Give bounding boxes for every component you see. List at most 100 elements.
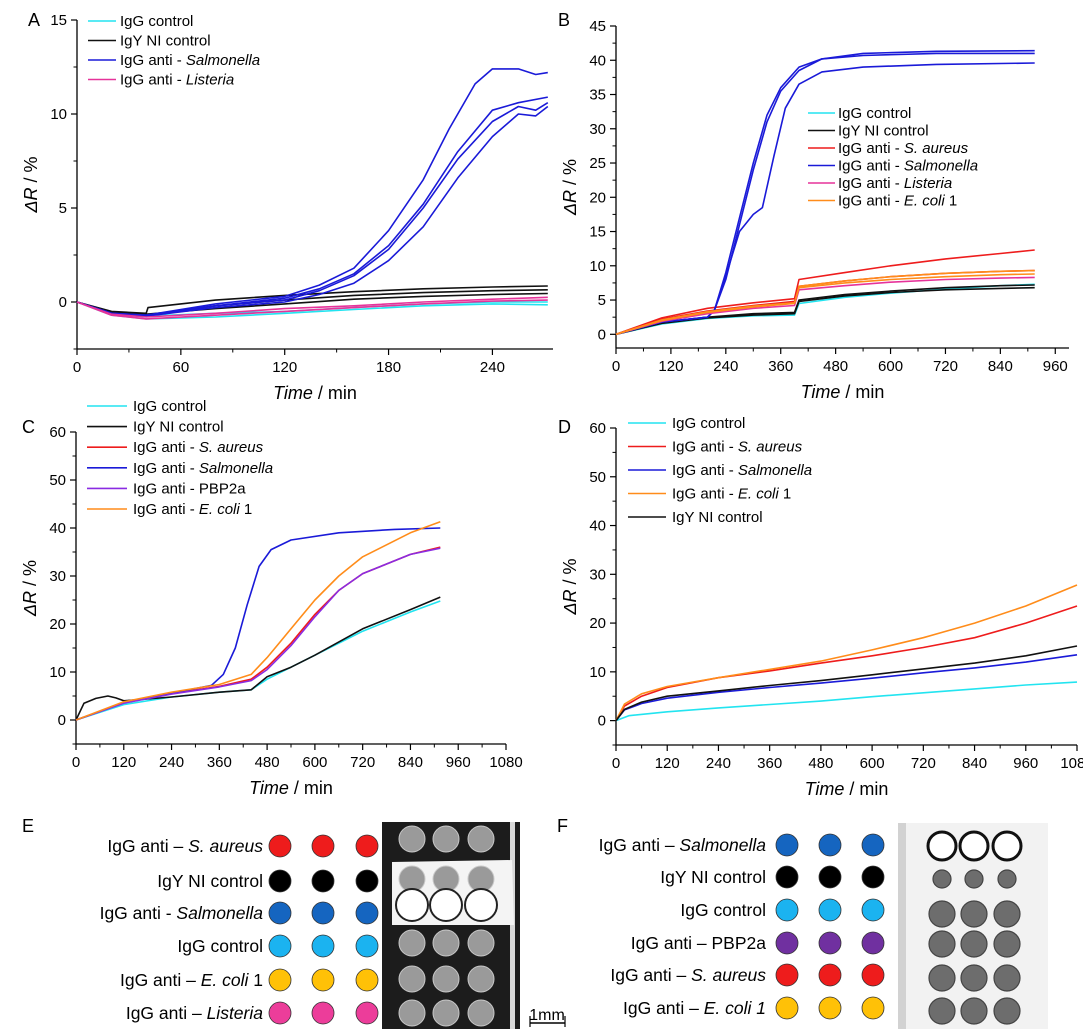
sample-dot bbox=[355, 834, 379, 858]
row-label-part-0: IgG anti – bbox=[610, 965, 691, 985]
legend-label: IgG anti - PBP2a bbox=[133, 480, 246, 497]
legend-label-part-0: IgG anti - bbox=[120, 52, 186, 69]
series-line bbox=[615, 273, 1035, 336]
panel-letter: F bbox=[557, 816, 568, 836]
legend-label-part-1: S. aureus bbox=[904, 140, 969, 157]
legend-label-part-1: E. coli bbox=[904, 193, 946, 210]
sample-dot bbox=[355, 934, 379, 958]
panel-letter: C bbox=[22, 417, 35, 437]
x-tick-label: 480 bbox=[808, 755, 833, 772]
chip-photo bbox=[382, 822, 520, 1029]
y-tick-label: 25 bbox=[589, 155, 606, 172]
row-label: IgG anti – S. aureus bbox=[610, 965, 766, 985]
panel-a: A 0 60 120 180 240 0 5 10 15 Time / min ΔR / % IgG c… bbox=[21, 10, 553, 403]
x-axis-label-part-0: Time bbox=[249, 778, 289, 798]
y-tick-label: 45 bbox=[589, 18, 606, 35]
x-axis-label: Time / min bbox=[805, 779, 889, 799]
legend-label: IgG anti - Salmonella bbox=[120, 52, 260, 69]
y-tick-label: 20 bbox=[589, 189, 606, 206]
chip-spot bbox=[993, 997, 1021, 1025]
legend-label-part-0: IgY NI control bbox=[133, 419, 224, 436]
sample-dot bbox=[861, 865, 885, 889]
sample-dot bbox=[818, 931, 842, 955]
y-tick-label: 60 bbox=[49, 424, 66, 441]
y-tick-label: 15 bbox=[50, 12, 67, 29]
y-tick-label: 5 bbox=[59, 200, 67, 217]
y-tick-label: 15 bbox=[589, 224, 606, 241]
series-line bbox=[615, 286, 1035, 336]
chip-spot bbox=[464, 888, 498, 922]
panel-d: D 0 120 240 360 480 600 720 840 960 1080 0 10 20 30 40 5… bbox=[558, 415, 1083, 799]
legend-label-part-2: 1 bbox=[240, 501, 253, 518]
legend-label: IgG anti - Salmonella bbox=[133, 460, 273, 477]
y-axis-label-part-0: ΔR bbox=[560, 589, 580, 615]
legend-label: IgY NI control bbox=[120, 33, 211, 50]
legend-label: IgG anti - E. coli 1 bbox=[133, 501, 252, 518]
x-tick-label: 0 bbox=[612, 755, 620, 772]
y-tick-label: 50 bbox=[589, 469, 606, 486]
sample-dot bbox=[775, 963, 799, 987]
x-tick-label: 0 bbox=[72, 754, 80, 771]
scale-label: 1mm bbox=[529, 1007, 565, 1024]
y-tick-label: 20 bbox=[49, 616, 66, 633]
legend-label-part-0: IgG control bbox=[120, 13, 193, 30]
x-axis-label: Time / min bbox=[801, 382, 885, 402]
row-label-part-0: IgY NI control bbox=[157, 871, 263, 891]
row-label: IgG anti – S. aureus bbox=[107, 836, 263, 856]
chip-edge bbox=[510, 822, 515, 1029]
series-line bbox=[76, 102, 549, 316]
y-tick-label: 0 bbox=[58, 712, 66, 729]
series-line bbox=[615, 654, 1078, 722]
chip-spot bbox=[467, 825, 495, 853]
y-tick-label: 35 bbox=[589, 87, 606, 104]
sample-dot bbox=[311, 968, 335, 992]
sample-dot bbox=[268, 869, 292, 893]
row-label-part-0: IgG control bbox=[680, 900, 766, 920]
legend-label-part-0: IgY NI control bbox=[838, 123, 929, 140]
sample-dot bbox=[311, 869, 335, 893]
x-tick-label: 1080 bbox=[1060, 755, 1083, 772]
legend-label-part-0: IgG anti - bbox=[838, 193, 904, 210]
sample-dot bbox=[355, 901, 379, 925]
x-tick-label: 840 bbox=[398, 754, 423, 771]
legend-label-part-0: IgG anti - bbox=[838, 140, 904, 157]
legend-label: IgG anti - E. coli 1 bbox=[672, 486, 791, 503]
y-tick-label: 10 bbox=[49, 664, 66, 681]
series-line bbox=[76, 292, 548, 315]
x-tick-label: 600 bbox=[878, 358, 903, 375]
series-line bbox=[75, 546, 441, 721]
sample-dot bbox=[268, 934, 292, 958]
sample-dot bbox=[818, 833, 842, 857]
row-label-part-0: IgG anti – bbox=[120, 970, 201, 990]
chip-spot bbox=[467, 929, 495, 957]
sample-dot bbox=[268, 968, 292, 992]
chip-spot bbox=[398, 999, 426, 1027]
sample-dot bbox=[311, 901, 335, 925]
panel-e: E IgG anti – S. aureus IgY NI control IgG a… bbox=[22, 816, 566, 1029]
sample-dot bbox=[818, 996, 842, 1020]
legend-label: IgG anti - E. coli 1 bbox=[838, 193, 957, 210]
x-axis-label: Time / min bbox=[249, 778, 333, 798]
sample-dot bbox=[818, 963, 842, 987]
x-tick-label: 120 bbox=[272, 359, 297, 376]
y-tick-label: 20 bbox=[589, 615, 606, 632]
chip-spot bbox=[993, 964, 1021, 992]
series-line bbox=[75, 521, 441, 721]
legend-label-part-1: S. aureus bbox=[738, 439, 803, 456]
legend-label-part-2: 1 bbox=[779, 486, 792, 503]
legend-label-part-0: IgG control bbox=[133, 398, 206, 415]
legend-label-part-1: Salmonella bbox=[199, 460, 273, 477]
sample-dot bbox=[861, 963, 885, 987]
legend-label-part-1: Listeria bbox=[186, 72, 234, 89]
panel-b: B 0 120 240 360 480 600 720 840 960 0 5 10 15 20 25 30 35… bbox=[558, 10, 1069, 402]
y-tick-label: 10 bbox=[589, 258, 606, 275]
row-label-part-1: Listeria bbox=[207, 1003, 264, 1023]
series-line bbox=[615, 605, 1078, 722]
sample-dot bbox=[775, 996, 799, 1020]
row-label-part-0: IgG control bbox=[177, 936, 263, 956]
legend-label-part-0: IgG anti - bbox=[838, 175, 904, 192]
series-line bbox=[76, 105, 549, 317]
chip-spot bbox=[432, 999, 460, 1027]
y-tick-label: 60 bbox=[589, 420, 606, 437]
x-tick-label: 360 bbox=[207, 754, 232, 771]
